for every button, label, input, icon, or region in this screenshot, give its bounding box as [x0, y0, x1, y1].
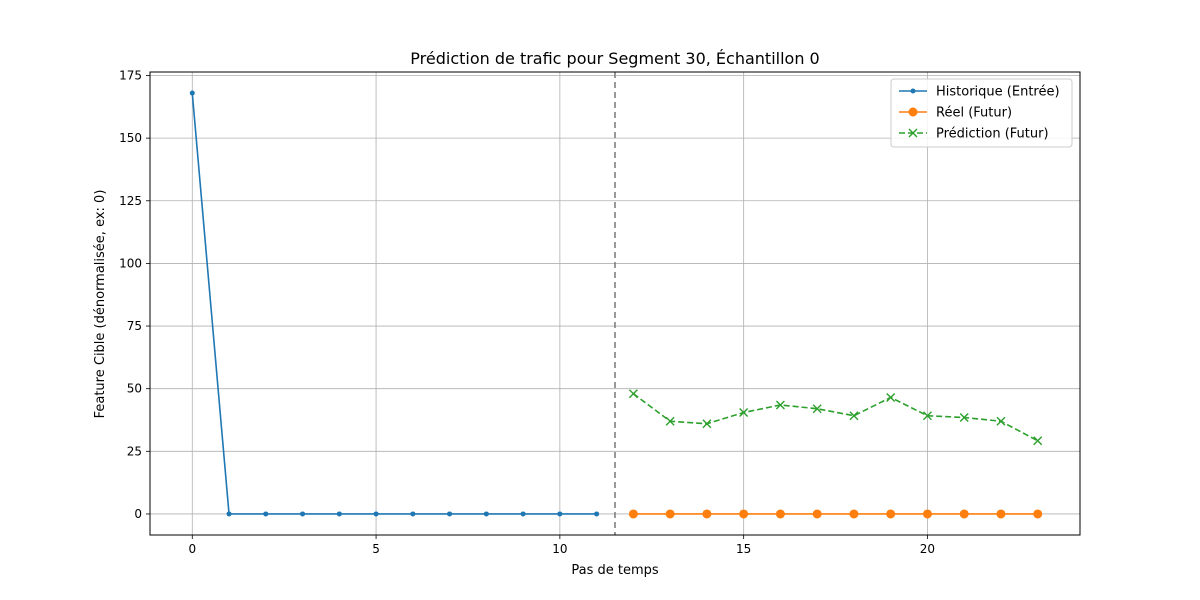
data-point: [702, 509, 712, 519]
data-point: [520, 511, 526, 517]
data-point: [665, 509, 675, 519]
y-axis-ticks: 0 25 50 75 100 125 150 175: [119, 69, 150, 521]
data-point: [665, 416, 675, 426]
data-point: [300, 511, 306, 517]
data-point: [189, 90, 195, 96]
series-1: [628, 509, 1043, 519]
marker-stroke: [1033, 436, 1043, 446]
data-point: [996, 509, 1006, 519]
data-point: [996, 416, 1006, 426]
legend-entry: Prédiction (Futur): [899, 127, 1049, 142]
data-point: [922, 411, 932, 421]
marker-stroke: [996, 416, 1006, 426]
data-point: [557, 511, 563, 517]
data-point: [910, 88, 916, 94]
legend-label: Réel (Futur): [936, 106, 1012, 121]
x-axis-ticks: 0 5 10 15 20: [188, 535, 935, 556]
y-tick-label: 75: [127, 319, 142, 333]
legend-label: Historique (Entrée): [936, 85, 1060, 100]
data-point: [628, 509, 638, 519]
y-tick-label: 0: [134, 507, 142, 521]
series-line: [191, 92, 597, 515]
marker-stroke: [959, 413, 969, 422]
data-point: [775, 509, 785, 519]
legend-entry: Réel (Futur): [899, 106, 1012, 121]
y-tick-label: 150: [119, 131, 142, 145]
series-0: [189, 90, 600, 517]
y-axis-label: Feature Cible (dénormalisée, ex: 0): [93, 190, 108, 419]
data-point: [702, 419, 712, 429]
data-point: [959, 413, 969, 422]
chart-title: Prédiction de trafic pour Segment 30, Éc…: [410, 49, 819, 68]
data-point: [908, 128, 918, 138]
data-point: [263, 511, 269, 517]
data-point: [775, 400, 785, 410]
legend-label: Prédiction (Futur): [936, 127, 1049, 142]
x-tick-label: 20: [920, 542, 935, 556]
data-point: [373, 511, 379, 517]
marker-stroke: [922, 411, 932, 421]
x-tick-label: 15: [736, 542, 751, 556]
series-line: [632, 393, 1039, 442]
marker-stroke: [849, 411, 859, 421]
marker-stroke: [739, 407, 749, 417]
marker-stroke: [886, 392, 896, 402]
data-point: [226, 511, 232, 517]
data-point: [959, 509, 969, 519]
data-point: [447, 511, 453, 517]
data-point: [908, 107, 918, 117]
data-point: [410, 511, 416, 517]
legend: Historique (Entrée) Réel (Futur) Prédictio…: [890, 78, 1073, 148]
data-point: [336, 511, 342, 517]
marker-stroke: [628, 389, 638, 399]
x-tick-label: 0: [188, 542, 196, 556]
legend-entry: Historique (Entrée): [899, 85, 1060, 100]
data-point: [739, 407, 749, 417]
data-point: [1033, 509, 1043, 519]
data-point: [849, 509, 859, 519]
series-layer: [189, 90, 1043, 519]
y-tick-label: 50: [127, 382, 142, 396]
data-point: [628, 389, 638, 399]
y-tick-label: 175: [119, 69, 142, 83]
plot-frame: [149, 71, 1081, 536]
marker-stroke: [812, 404, 822, 414]
data-point: [594, 511, 600, 517]
data-point: [849, 411, 859, 421]
data-point: [886, 392, 896, 402]
marker-stroke: [775, 400, 785, 410]
series-2: [628, 389, 1043, 446]
x-tick-label: 5: [372, 542, 380, 556]
y-tick-label: 125: [119, 194, 142, 208]
data-point: [483, 511, 489, 517]
data-point: [812, 404, 822, 414]
marker-stroke: [702, 419, 712, 429]
x-axis-label: Pas de temps: [571, 563, 659, 578]
data-point: [886, 509, 896, 519]
data-point: [1033, 436, 1043, 446]
data-point: [812, 509, 822, 519]
legend-box: [890, 78, 1073, 148]
y-tick-label: 100: [119, 256, 142, 270]
marker-stroke: [665, 416, 675, 426]
data-point: [922, 509, 932, 519]
data-point: [739, 509, 749, 519]
marker-stroke: [908, 128, 918, 138]
y-tick-label: 25: [127, 444, 142, 458]
x-tick-label: 10: [552, 542, 567, 556]
